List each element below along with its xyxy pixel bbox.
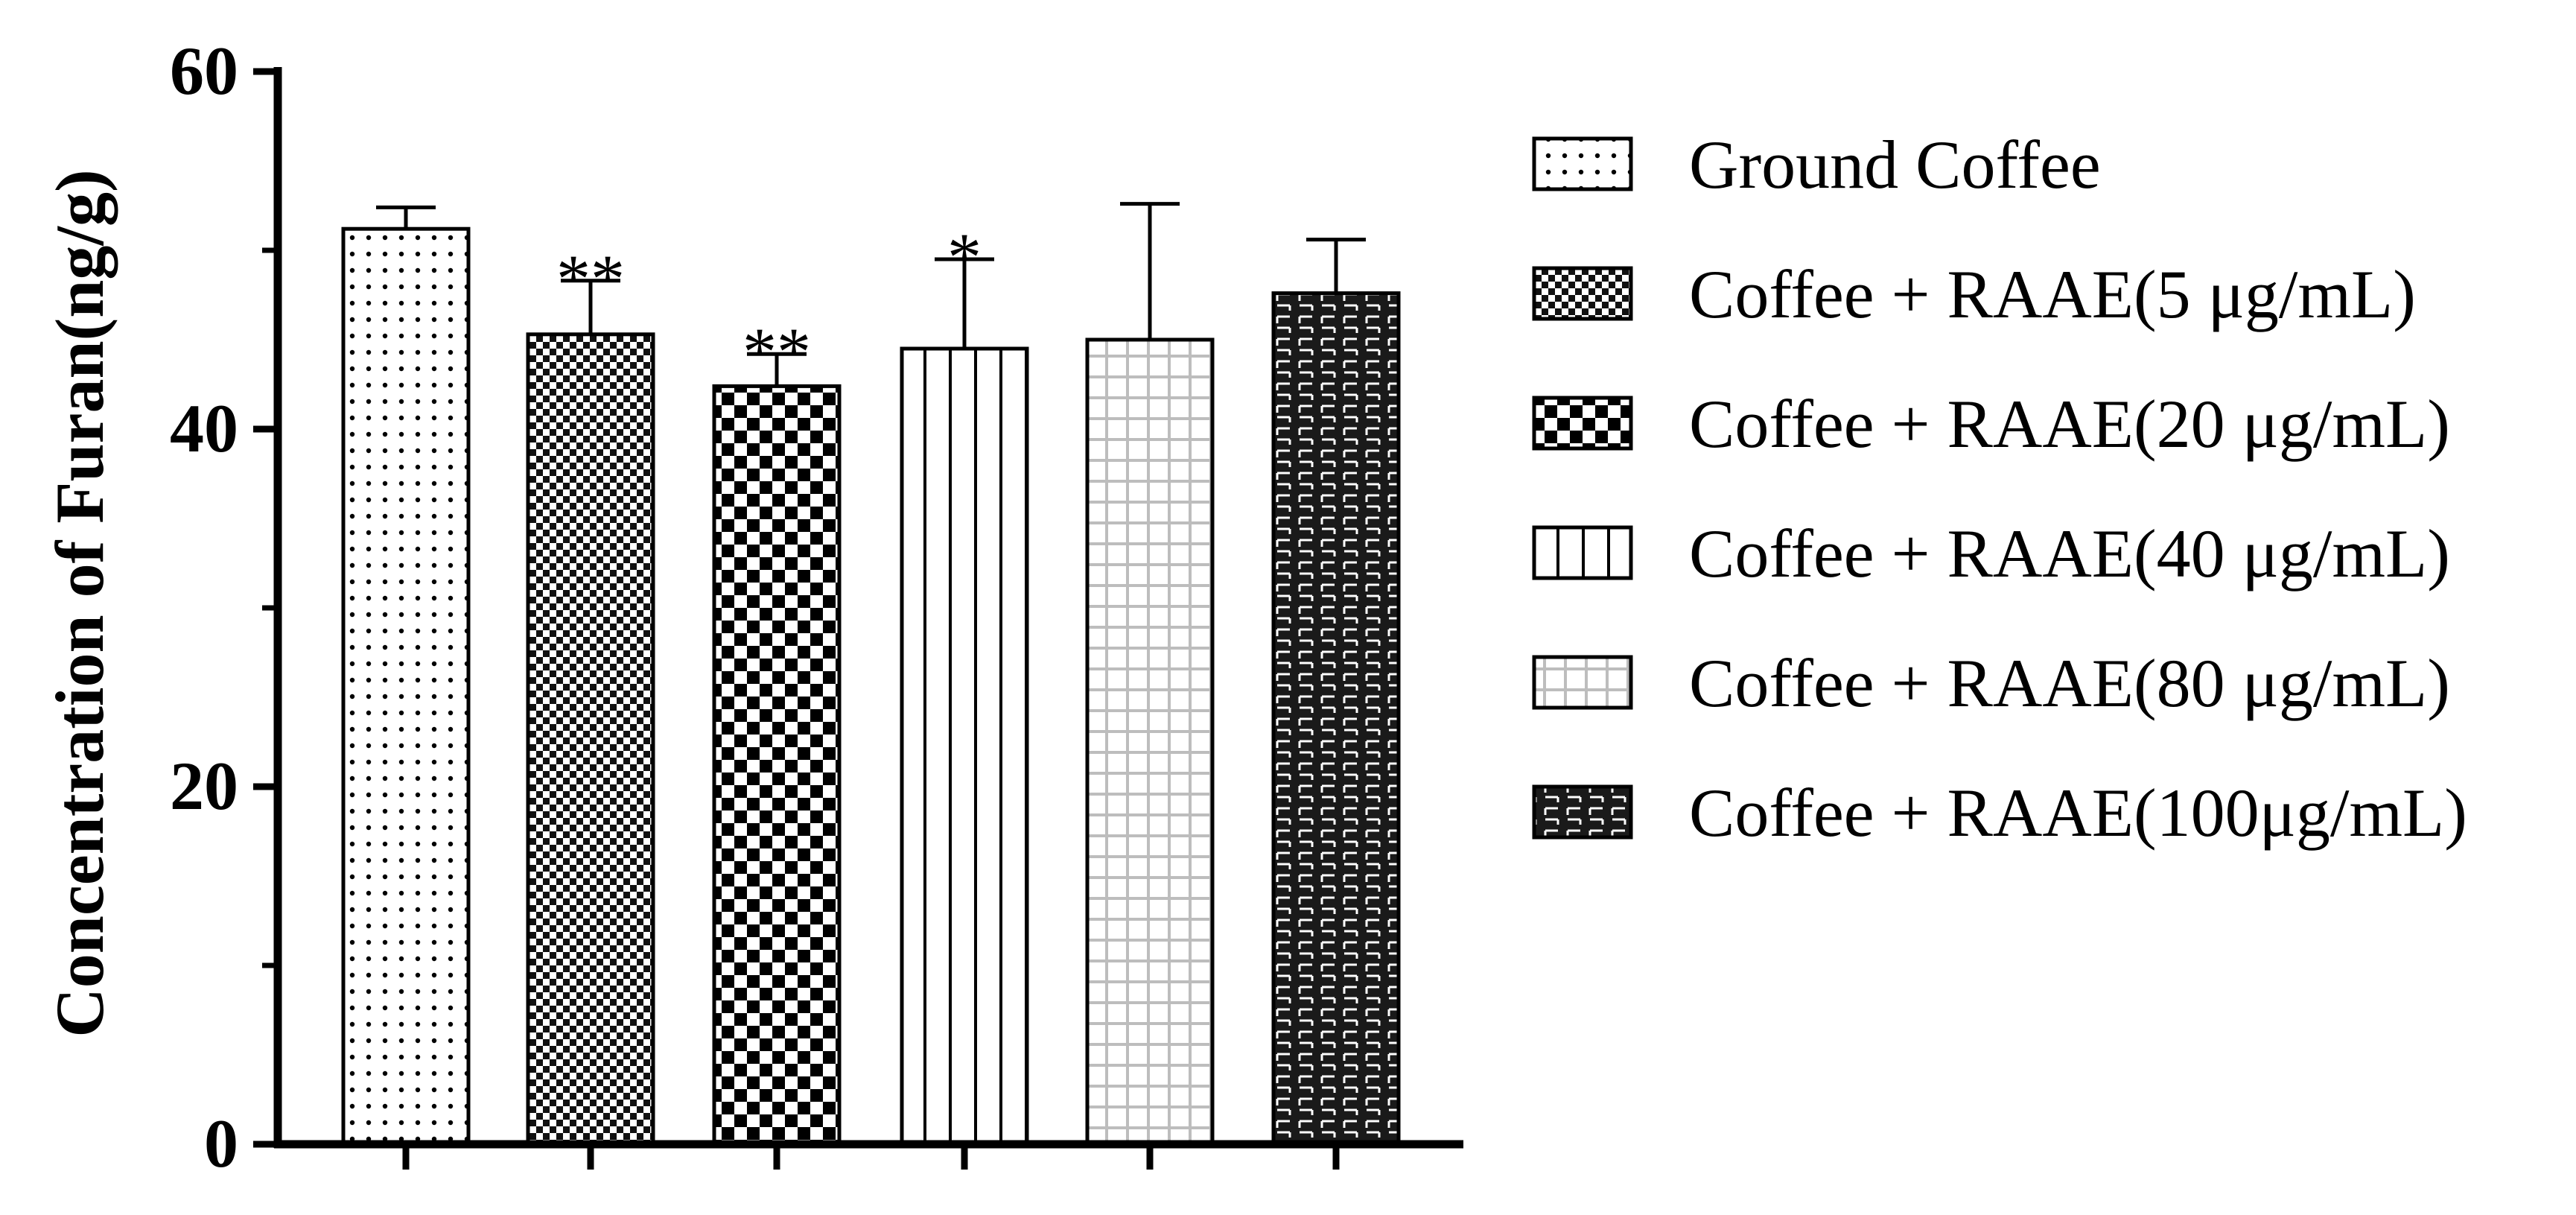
- bar-5: [1085, 337, 1215, 1146]
- legend-label: Coffee + RAAE(80 μg/mL): [1689, 645, 2450, 721]
- y-axis-ticks: 0 20 40 60: [170, 33, 278, 1181]
- legend-item-4: Coffee + RAAE(40 μg/mL): [1532, 515, 2450, 591]
- x-axis-ticks: [402, 1144, 1340, 1170]
- legend-label: Coffee + RAAE(5 μg/mL): [1689, 256, 2416, 332]
- legend-item-5: Coffee + RAAE(80 μg/mL): [1532, 645, 2450, 721]
- legend-label: Ground Coffee: [1689, 127, 2101, 203]
- legend-item-2: Coffee + RAAE(5 μg/mL): [1532, 256, 2416, 332]
- y-tick-label: 60: [170, 33, 238, 109]
- significance-markers: *****: [556, 219, 982, 390]
- legend-swatch: [1532, 266, 1633, 321]
- legend-swatch: [1532, 525, 1633, 580]
- significance-marker-2: **: [556, 241, 625, 317]
- bar-6: [1271, 291, 1401, 1146]
- bar-4: [900, 346, 1029, 1146]
- bar-2: [526, 332, 655, 1146]
- legend-swatch: [1532, 396, 1633, 451]
- bar-3: [712, 384, 842, 1146]
- y-tick-label: 0: [204, 1105, 238, 1181]
- y-tick-label: 40: [170, 390, 238, 466]
- legend: Ground Coffee Coffee + RAAE(5 μg/mL) Coffe…: [1532, 127, 2467, 851]
- legend-item-3: Coffee + RAAE(20 μg/mL): [1532, 386, 2450, 462]
- legend-label: Coffee + RAAE(40 μg/mL): [1689, 515, 2450, 591]
- legend-swatch: [1532, 655, 1633, 710]
- bar-1: [341, 226, 471, 1146]
- legend-item-1: Ground Coffee: [1532, 127, 2101, 203]
- legend-item-6: Coffee + RAAE(100μg/mL): [1532, 775, 2467, 851]
- legend-label: Coffee + RAAE(100μg/mL): [1689, 775, 2467, 851]
- error-bars: [376, 202, 1366, 387]
- legend-label: Coffee + RAAE(20 μg/mL): [1689, 386, 2450, 462]
- y-axis-title: Concentration of Furan(ng/g): [42, 169, 118, 1037]
- significance-marker-3: **: [742, 314, 811, 390]
- legend-swatch: [1532, 136, 1633, 191]
- legend-swatch: [1532, 784, 1633, 840]
- bars: [341, 226, 1401, 1146]
- y-tick-label: 20: [170, 748, 238, 824]
- significance-marker-4: *: [947, 219, 982, 295]
